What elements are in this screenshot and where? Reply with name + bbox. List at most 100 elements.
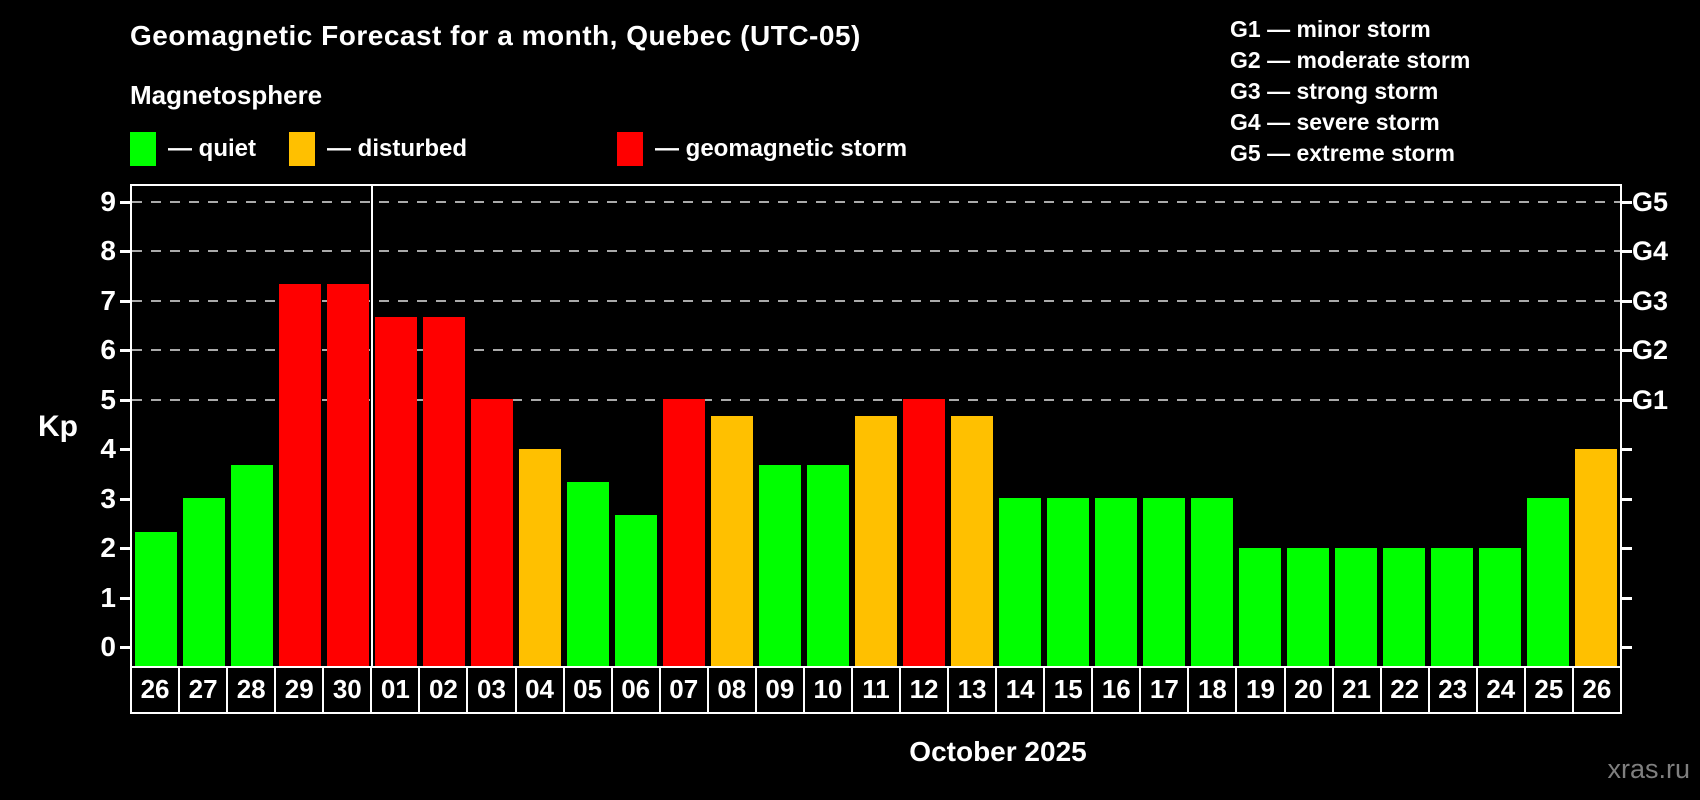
kp-bar-day-04 <box>519 449 561 666</box>
kp-bar-day-17 <box>1143 498 1185 666</box>
y-axis-tick-4 <box>120 448 130 451</box>
kp-bar-day-26 <box>135 532 177 666</box>
bar-slot-day-09 <box>756 186 804 666</box>
y-axis-tick-label-9: 9 <box>100 185 116 217</box>
bar-slot-day-27 <box>180 186 228 666</box>
kp-bar-day-26 <box>1575 449 1617 666</box>
kp-bar-day-10 <box>807 465 849 666</box>
kp-bar-day-06 <box>615 515 657 666</box>
kp-bar-day-16 <box>1095 498 1137 666</box>
day-label-26: 26 <box>1571 668 1620 712</box>
y-axis-tick-label-8: 8 <box>100 235 116 266</box>
gridline-kp8 <box>132 250 1620 252</box>
kp-bar-day-02 <box>423 317 465 666</box>
g-scale-legend: G1 — minor storm G2 — moderate storm G3 … <box>1230 14 1470 169</box>
bar-slot-day-23 <box>1428 186 1476 666</box>
day-label-08: 08 <box>706 668 755 712</box>
y-axis-tick-5 <box>120 398 130 402</box>
magnetosphere-subtitle: Magnetosphere <box>130 80 323 110</box>
day-label-09: 09 <box>754 668 803 712</box>
bar-slot-day-25 <box>1524 186 1572 666</box>
right-axis-tick-2 <box>1622 547 1632 550</box>
bar-slot-day-26 <box>132 186 180 666</box>
y-axis-tick-label-0: 0 <box>100 631 116 662</box>
watermark: xras.ru <box>1607 754 1690 784</box>
bar-slot-day-26 <box>1572 186 1620 666</box>
storm-color-swatch <box>617 132 643 166</box>
y-axis-tick-8 <box>120 250 130 253</box>
day-label-18: 18 <box>1187 668 1235 712</box>
y-axis-tick-label-5: 5 <box>100 383 116 415</box>
kp-bar-day-13 <box>951 416 993 666</box>
right-axis-tick-9 <box>1622 200 1632 204</box>
day-label-02: 02 <box>418 668 466 712</box>
y-axis-tick-6 <box>120 349 130 352</box>
bar-slot-day-04 <box>516 186 564 666</box>
chart-plot-area: 0 1 2 3 4 5 6 7 8 9 G1 G2 G3 G4 G5 <box>100 184 1668 668</box>
y-axis-tick-0 <box>120 646 130 649</box>
bar-slot-day-01 <box>372 186 420 666</box>
legend-label-disturbed: — disturbed <box>327 135 468 162</box>
day-label-04: 04 <box>514 668 563 712</box>
bar-slot-day-20 <box>1284 186 1332 666</box>
kp-bar-day-11 <box>855 416 897 666</box>
g-axis-label-g5: G5 <box>1632 186 1669 217</box>
bar-slot-day-16 <box>1092 186 1140 666</box>
legend-label-storm: — geomagnetic storm <box>655 135 908 162</box>
bar-slot-day-05 <box>564 186 612 666</box>
kp-bar-day-14 <box>999 498 1041 666</box>
day-label-26: 26 <box>140 674 170 704</box>
bar-slot-day-17 <box>1140 186 1188 666</box>
kp-bar-day-03 <box>471 399 513 666</box>
day-label-11: 11 <box>850 668 899 712</box>
g-axis-label-g2: G2 <box>1632 335 1669 365</box>
kp-bar-day-23 <box>1431 548 1473 666</box>
day-label-27: 27 <box>178 668 226 712</box>
kp-bar-day-30 <box>327 284 369 666</box>
g-scale-legend-line-g2: G2 — moderate storm <box>1230 47 1471 73</box>
day-label-30: 30 <box>322 668 370 712</box>
chart-plot-inner: 0 1 2 3 4 5 6 7 8 9 G1 G2 G3 G4 G5 <box>100 186 1668 666</box>
g-scale-legend-line-g5: G5 — extreme storm <box>1230 140 1455 166</box>
y-axis-tick-2 <box>120 547 130 550</box>
y-axis-tick-3 <box>120 497 130 501</box>
right-axis-tick-6 <box>1622 349 1632 352</box>
bar-slot-day-02 <box>420 186 468 666</box>
day-label-20: 20 <box>1283 668 1332 712</box>
bar-slot-day-28 <box>228 186 276 666</box>
day-label-17: 17 <box>1139 668 1187 712</box>
y-axis-tick-9 <box>120 200 130 204</box>
kp-bar-day-07 <box>663 399 705 666</box>
bar-series <box>132 186 1620 666</box>
quiet-color-swatch <box>130 132 156 166</box>
x-axis-title: October 2025 <box>909 736 1087 767</box>
day-label-28: 28 <box>226 668 274 712</box>
day-label-10: 10 <box>802 668 851 712</box>
y-axis-tick-label-2: 2 <box>100 532 116 563</box>
kp-bar-day-18 <box>1191 498 1233 666</box>
gridline-kp9 <box>132 200 1620 203</box>
bar-slot-day-03 <box>468 186 516 666</box>
x-axis-day-labels: 26 27 28 29 30 01 02 03 04 05 06 07 08 09 10 11 12 13 14 15… <box>130 666 1622 714</box>
y-axis-title: Kp <box>38 410 78 443</box>
bar-slot-day-11 <box>852 186 900 666</box>
day-label-14: 14 <box>995 668 1043 712</box>
g-axis-label-g4: G4 <box>1632 236 1669 266</box>
gridline-kp5 <box>132 398 1620 401</box>
kp-bar-day-29 <box>279 284 321 666</box>
kp-bar-day-05 <box>567 482 609 666</box>
bar-slot-day-15 <box>1044 186 1092 666</box>
kp-bar-day-20 <box>1287 548 1329 666</box>
g-axis-label-g1: G1 <box>1632 384 1669 415</box>
kp-bar-day-25 <box>1527 498 1569 666</box>
y-axis-tick-label-6: 6 <box>100 334 116 365</box>
day-label-24: 24 <box>1475 668 1524 712</box>
bar-slot-day-12 <box>900 186 948 666</box>
bar-slot-day-22 <box>1380 186 1428 666</box>
right-axis-tick-1 <box>1622 596 1632 600</box>
bar-slot-day-29 <box>276 186 324 666</box>
right-axis-tick-0 <box>1622 646 1632 649</box>
kp-bar-day-09 <box>759 465 801 666</box>
bar-slot-day-07 <box>660 186 708 666</box>
